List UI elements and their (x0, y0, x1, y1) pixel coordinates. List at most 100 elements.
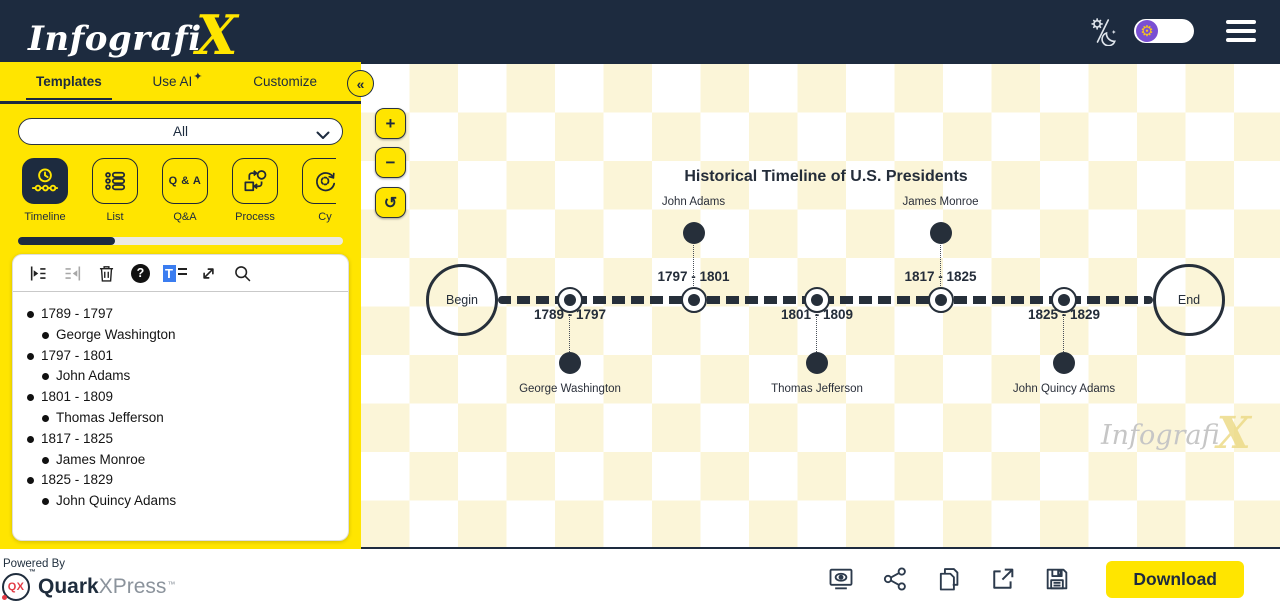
zoom-out-button[interactable]: − (375, 147, 406, 178)
preview-icon[interactable] (826, 565, 855, 594)
footer-actions: Download (826, 560, 1244, 598)
collapse-sidebar-button[interactable]: « (347, 70, 374, 97)
event-date-label[interactable]: 1825 - 1829 (1027, 307, 1101, 322)
event-name-label[interactable]: John Adams (661, 196, 726, 208)
download-button[interactable]: Download (1106, 560, 1244, 598)
toggle-knob-gear-icon: ⚙ (1136, 20, 1158, 42)
event-date-label[interactable]: 1817 - 1825 (904, 269, 977, 284)
qx-badge: QX ™ (2, 569, 36, 601)
end-label: End (1177, 293, 1201, 307)
infographic-title[interactable]: Historical Timeline of U.S. Presidents (684, 168, 968, 185)
outline-name-item[interactable]: John Quincy Adams (25, 491, 336, 512)
search-icon[interactable] (231, 262, 254, 285)
category-dropdown[interactable]: All (18, 118, 343, 145)
timeline-end-circle[interactable]: End (1153, 264, 1225, 336)
outline-name-item[interactable]: George Washington (25, 325, 336, 346)
outline-name-item[interactable]: Thomas Jefferson (25, 408, 336, 429)
tab-use-ai[interactable]: Use AI✦ (151, 70, 205, 93)
process-type-icon (232, 158, 278, 204)
app-header: Infografi X ⚙ (0, 0, 1280, 62)
text-format-icon[interactable]: T (162, 262, 187, 285)
logo-text: Infografi (28, 19, 202, 59)
event-connector (569, 314, 570, 352)
watermark-x: X (1216, 408, 1251, 459)
timeline-begin-circle[interactable]: Begin (426, 264, 498, 336)
type-label: Q&A (173, 211, 197, 223)
template-type-qa[interactable]: Q & A Q&A (162, 158, 208, 223)
type-label: List (106, 211, 124, 223)
quarkxpress-logo[interactable]: QX ™ Quark XPress ™ (2, 569, 176, 601)
text-format-lines (177, 265, 187, 275)
timeline-node[interactable] (804, 287, 830, 313)
event-name-label[interactable]: John Quincy Adams (1012, 383, 1116, 395)
event-marker-dot[interactable] (682, 222, 705, 244)
main-area: Templates Use AI✦ Customize « All (0, 62, 1280, 549)
event-date-label[interactable]: 1801 - 1809 (780, 307, 854, 322)
header-actions: ⚙ (1088, 16, 1256, 47)
share-icon[interactable] (880, 565, 909, 594)
template-type-process[interactable]: Process (232, 158, 278, 223)
event-connector (692, 245, 694, 286)
template-type-timeline[interactable]: Timeline (22, 158, 68, 223)
chevron-down-icon (316, 128, 330, 143)
help-glyph: ? (131, 263, 150, 283)
theme-toggle[interactable]: ⚙ (1134, 19, 1194, 43)
sun-moon-icon (1088, 16, 1118, 47)
outline-toolbar: ? T (13, 255, 348, 292)
event-name-label[interactable]: James Monroe (902, 196, 979, 208)
template-type-list[interactable]: List (92, 158, 138, 223)
qa-glyph: Q & A (168, 175, 202, 187)
outline-name-item[interactable]: John Adams (25, 366, 336, 387)
event-name-label[interactable]: Thomas Jefferson (771, 383, 863, 395)
event-date-label[interactable]: 1789 - 1797 (533, 307, 607, 322)
help-icon[interactable]: ? (129, 262, 152, 285)
tab-templates[interactable]: Templates (26, 70, 112, 100)
export-icon[interactable] (988, 565, 1017, 594)
resize-icon[interactable] (197, 262, 220, 285)
powered-by-block: Powered By QX ™ Quark XPress ™ (2, 558, 175, 601)
trash-icon[interactable] (95, 262, 118, 285)
outline-date-item[interactable]: 1801 - 1809 (25, 387, 336, 408)
timeline-node[interactable] (1051, 287, 1077, 313)
event-marker-dot[interactable] (1053, 352, 1075, 374)
timeline-node[interactable] (680, 287, 707, 313)
canvas[interactable]: + − ↺ Historical Timeline of U.S. Presid… (361, 62, 1280, 549)
undo-button[interactable]: ↺ (375, 187, 406, 218)
timeline-node[interactable] (927, 287, 954, 313)
template-type-cycle[interactable]: Cy (302, 158, 336, 223)
quark-wordmark: Quark XPress ™ (38, 575, 176, 598)
copy-icon[interactable] (934, 565, 963, 594)
outline-date-item[interactable]: 1817 - 1825 (25, 429, 336, 450)
template-scrollbar-thumb[interactable] (18, 237, 115, 245)
template-scrollbar[interactable] (18, 237, 343, 245)
event-name-label[interactable]: George Washington (519, 383, 621, 395)
outline-date-item[interactable]: 1789 - 1797 (25, 304, 336, 325)
powered-by-label: Powered By (3, 557, 66, 570)
app-logo: Infografi X (28, 4, 238, 62)
sidebar: Templates Use AI✦ Customize « All (0, 62, 374, 549)
filter-section: All (0, 104, 361, 145)
zoom-in-button[interactable]: + (375, 108, 406, 139)
event-marker-dot[interactable] (806, 352, 828, 374)
outline-date-item[interactable]: 1797 - 1801 (25, 346, 336, 367)
event-date-label[interactable]: 1797 - 1801 (657, 269, 730, 284)
event-marker-dot[interactable] (559, 352, 581, 374)
watermark: Infografi X (1101, 404, 1251, 459)
tab-customize[interactable]: Customize (251, 70, 319, 93)
event-marker-dot[interactable] (929, 222, 952, 244)
type-label: Timeline (24, 211, 66, 223)
sidebar-tabbar: Templates Use AI✦ Customize « (0, 62, 374, 104)
timeline-node[interactable] (557, 287, 583, 313)
outdent-icon[interactable] (61, 262, 84, 285)
outline-list: 1789 - 1797 George Washington 1797 - 1801 J… (13, 292, 348, 520)
list-type-icon (92, 158, 138, 204)
category-dropdown-value: All (172, 124, 188, 139)
gear-glyph: ⚙ (1140, 22, 1154, 40)
menu-icon[interactable] (1226, 20, 1256, 42)
tab-use-ai-label: Use AI (152, 74, 193, 89)
save-icon[interactable] (1042, 565, 1071, 594)
indent-icon[interactable] (27, 262, 50, 285)
event-connector (939, 245, 941, 286)
outline-name-item[interactable]: James Monroe (25, 450, 336, 471)
outline-date-item[interactable]: 1825 - 1829 (25, 470, 336, 491)
